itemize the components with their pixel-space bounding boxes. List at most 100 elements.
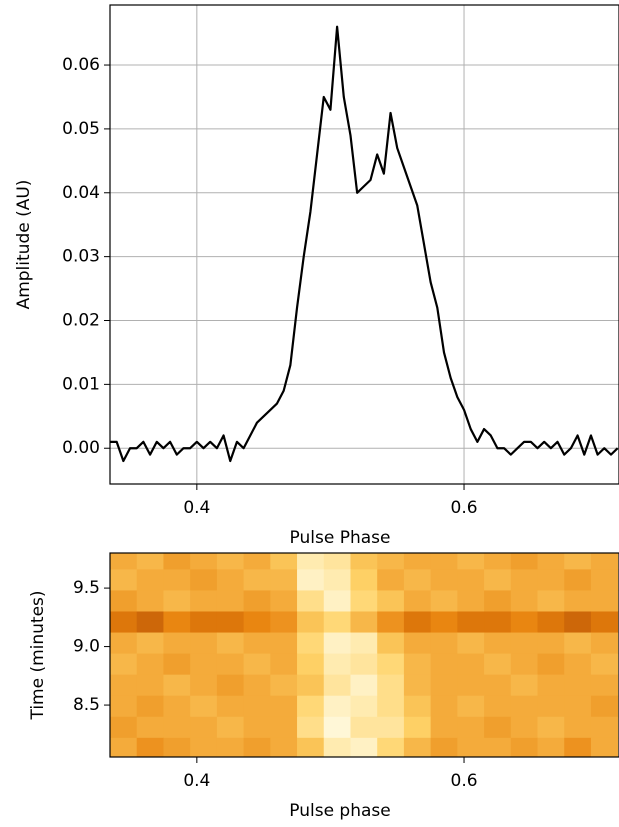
heatmap-cell — [430, 716, 458, 739]
heatmap-cell — [457, 653, 485, 676]
heatmap-cell — [590, 695, 619, 718]
heatmap-cell — [110, 737, 138, 757]
heatmap-cell — [510, 611, 539, 634]
heatmap-cell — [270, 737, 298, 757]
heatmap-cell — [430, 653, 458, 676]
heatmap-cell — [590, 674, 619, 697]
heatmap-cell — [190, 611, 218, 634]
heatmap-cell — [537, 695, 565, 718]
heatmap-cell — [564, 553, 592, 570]
heatmap-cell — [270, 695, 298, 718]
heatmap-cell — [537, 569, 565, 591]
heatmap-cell — [136, 632, 164, 655]
heatmap-cell — [297, 590, 325, 612]
heatmap-cell — [190, 553, 218, 570]
heatmap-cell — [377, 590, 405, 612]
heatmap-cell — [163, 737, 191, 757]
heatmap-cell — [216, 590, 245, 612]
heatmap-cell — [510, 737, 539, 757]
heatmap-cell — [403, 674, 432, 697]
y-tick-label: 9.0 — [73, 637, 100, 657]
heatmap-cell — [163, 553, 191, 570]
heatmap-cell — [510, 553, 539, 570]
heatmap-cell — [110, 611, 138, 634]
heatmap-cell — [484, 569, 512, 591]
heatmap-cell — [110, 695, 138, 718]
heatmap-cell — [190, 632, 218, 655]
heatmap-cell — [163, 653, 191, 676]
x-tick-label: 0.6 — [451, 498, 478, 518]
plot-area — [110, 5, 619, 484]
heatmap-cell — [484, 553, 512, 570]
heatmap-cell — [510, 590, 539, 612]
x-axis-label: Pulse Phase — [290, 528, 391, 548]
y-tick-label: 0.00 — [62, 438, 100, 458]
heatmap-cell — [510, 569, 539, 591]
y-axis-label: Time (minutes) — [28, 590, 48, 720]
heatmap-cell — [110, 632, 138, 655]
heatmap-cell — [243, 716, 271, 739]
heatmap-cell — [243, 653, 271, 676]
heatmap-cell — [590, 611, 619, 634]
heatmap-cell — [243, 611, 271, 634]
heatmap-cell — [350, 569, 378, 591]
heatmap-cell — [110, 653, 138, 676]
heatmap-cell — [297, 569, 325, 591]
heatmap-cell — [457, 569, 485, 591]
heatmap-cell — [323, 553, 351, 570]
heatmap-cell — [216, 695, 245, 718]
heatmap-cell — [484, 611, 512, 634]
heatmap-cell — [110, 674, 138, 697]
heatmap-cell — [270, 653, 298, 676]
plot-area — [110, 553, 619, 757]
heatmap-cell — [457, 553, 485, 570]
heatmap-cell — [430, 737, 458, 757]
heatmap-cell — [216, 674, 245, 697]
heatmap-cell — [430, 632, 458, 655]
heatmap-cell — [270, 716, 298, 739]
heatmap-cell — [110, 590, 138, 612]
y-tick-label: 0.06 — [62, 55, 100, 75]
heatmap-cell — [163, 590, 191, 612]
heatmap-cell — [377, 611, 405, 634]
heatmap-cell — [564, 569, 592, 591]
heatmap-cell — [163, 611, 191, 634]
heatmap-cell — [136, 553, 164, 570]
heatmap-cell — [270, 674, 298, 697]
heatmap-cell — [323, 632, 351, 655]
heatmap-cell — [136, 590, 164, 612]
heatmap-cell — [564, 716, 592, 739]
heatmap-cell — [243, 590, 271, 612]
heatmap-cell — [136, 716, 164, 739]
heatmap-cell — [377, 716, 405, 739]
y-tick-label: 0.01 — [62, 374, 100, 394]
heatmap-cell — [350, 674, 378, 697]
heatmap-cell — [323, 590, 351, 612]
heatmap-cell — [243, 674, 271, 697]
heatmap-cell — [297, 674, 325, 697]
heatmap-cell — [243, 632, 271, 655]
heatmap-cell — [190, 653, 218, 676]
y-tick-label: 0.03 — [62, 247, 100, 267]
heatmap-cell — [564, 632, 592, 655]
y-tick-label: 0.04 — [62, 183, 100, 203]
heatmap-cell — [350, 611, 378, 634]
heatmap-cell — [403, 695, 432, 718]
heatmap-cell — [243, 737, 271, 757]
heatmap-cell — [537, 653, 565, 676]
heatmap-cell — [430, 611, 458, 634]
heatmap-cell — [510, 716, 539, 739]
heatmap-cell — [163, 569, 191, 591]
heatmap-cell — [484, 632, 512, 655]
heatmap-cell — [323, 653, 351, 676]
heatmap-cell — [377, 695, 405, 718]
heatmap-cell — [216, 716, 245, 739]
heatmap-cell — [297, 553, 325, 570]
heatmap-cell — [377, 553, 405, 570]
heatmap-cell — [350, 695, 378, 718]
heatmap-cell — [243, 569, 271, 591]
heatmap-cell — [323, 674, 351, 697]
x-axis-label: Pulse phase — [289, 801, 390, 821]
heatmap-cell — [297, 653, 325, 676]
heatmap-cell — [136, 569, 164, 591]
